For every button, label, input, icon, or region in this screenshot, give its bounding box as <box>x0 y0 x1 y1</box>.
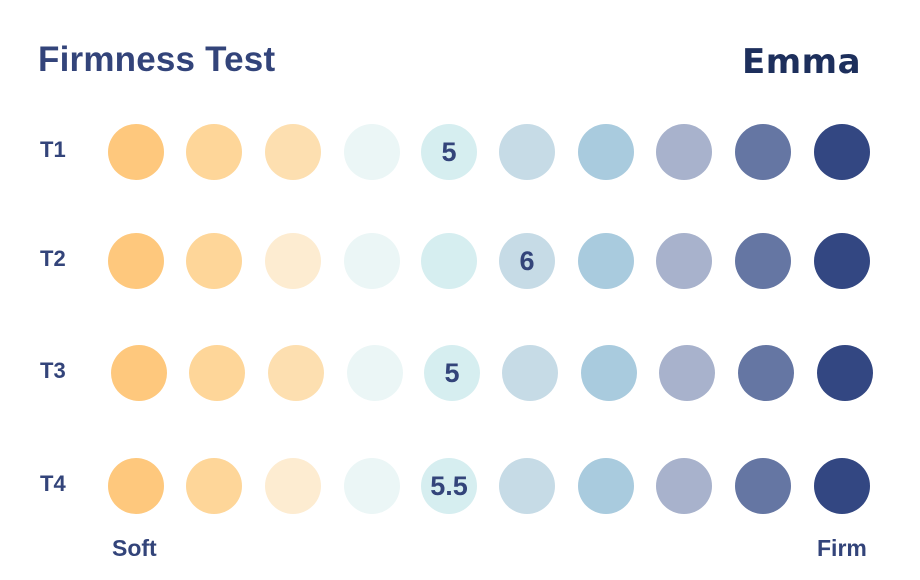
row-label: T2 <box>40 246 66 271</box>
scale-dot-10 <box>814 124 870 180</box>
scale-dot-7 <box>578 233 634 289</box>
scale-dot-4 <box>347 345 403 401</box>
firm-label: Firm <box>817 535 867 561</box>
scale-dot-1 <box>111 345 167 401</box>
scale-dot-10 <box>814 458 870 514</box>
scale-dot-5 <box>421 233 477 289</box>
firmness-row-t2: T2 6 <box>0 231 920 291</box>
scale-dot-1 <box>108 124 164 180</box>
scale-dot-3 <box>265 458 321 514</box>
scale-dot-4 <box>344 233 400 289</box>
scale-dot-7 <box>578 124 634 180</box>
firmness-row-t1: T1 5 <box>0 122 920 182</box>
scale-dot-8 <box>656 124 712 180</box>
scale-dot-4 <box>344 124 400 180</box>
scale-dot-6 <box>499 458 555 514</box>
scale-dot-10 <box>814 233 870 289</box>
brand-name: Emma <box>742 42 861 82</box>
scale-dot-8 <box>656 458 712 514</box>
scale-dot-2 <box>186 458 242 514</box>
scale-dot-3 <box>265 124 321 180</box>
scale-dot-6 <box>502 345 558 401</box>
scale-dot-7 <box>581 345 637 401</box>
row-label: T1 <box>40 137 66 162</box>
scale-dot-1 <box>108 233 164 289</box>
score-dot: 6 <box>499 233 555 289</box>
score-dot: 5 <box>424 345 480 401</box>
scale-dot-9 <box>735 233 791 289</box>
scale-dot-4 <box>344 458 400 514</box>
scale-dot-9 <box>738 345 794 401</box>
scale-dot-8 <box>656 233 712 289</box>
soft-label: Soft <box>112 535 157 561</box>
scale-dot-10 <box>817 345 873 401</box>
scale-dot-9 <box>735 124 791 180</box>
chart-title: Firmness Test <box>38 40 276 79</box>
scale-dot-6 <box>499 124 555 180</box>
scale-dot-2 <box>186 233 242 289</box>
scale-dot-1 <box>108 458 164 514</box>
scale-dot-9 <box>735 458 791 514</box>
scale-dot-8 <box>659 345 715 401</box>
row-label: T3 <box>40 358 66 383</box>
scale-dot-2 <box>186 124 242 180</box>
emma-logo: Emma <box>742 42 861 82</box>
scale-dot-3 <box>265 233 321 289</box>
score-dot: 5.5 <box>421 458 477 514</box>
scale-dot-2 <box>189 345 245 401</box>
scale-dot-3 <box>268 345 324 401</box>
firmness-row-t3: T3 5 <box>0 343 920 403</box>
scale-dot-7 <box>578 458 634 514</box>
score-dot: 5 <box>421 124 477 180</box>
firmness-row-t4: T4 5.5 <box>0 456 920 516</box>
row-label: T4 <box>40 471 66 496</box>
